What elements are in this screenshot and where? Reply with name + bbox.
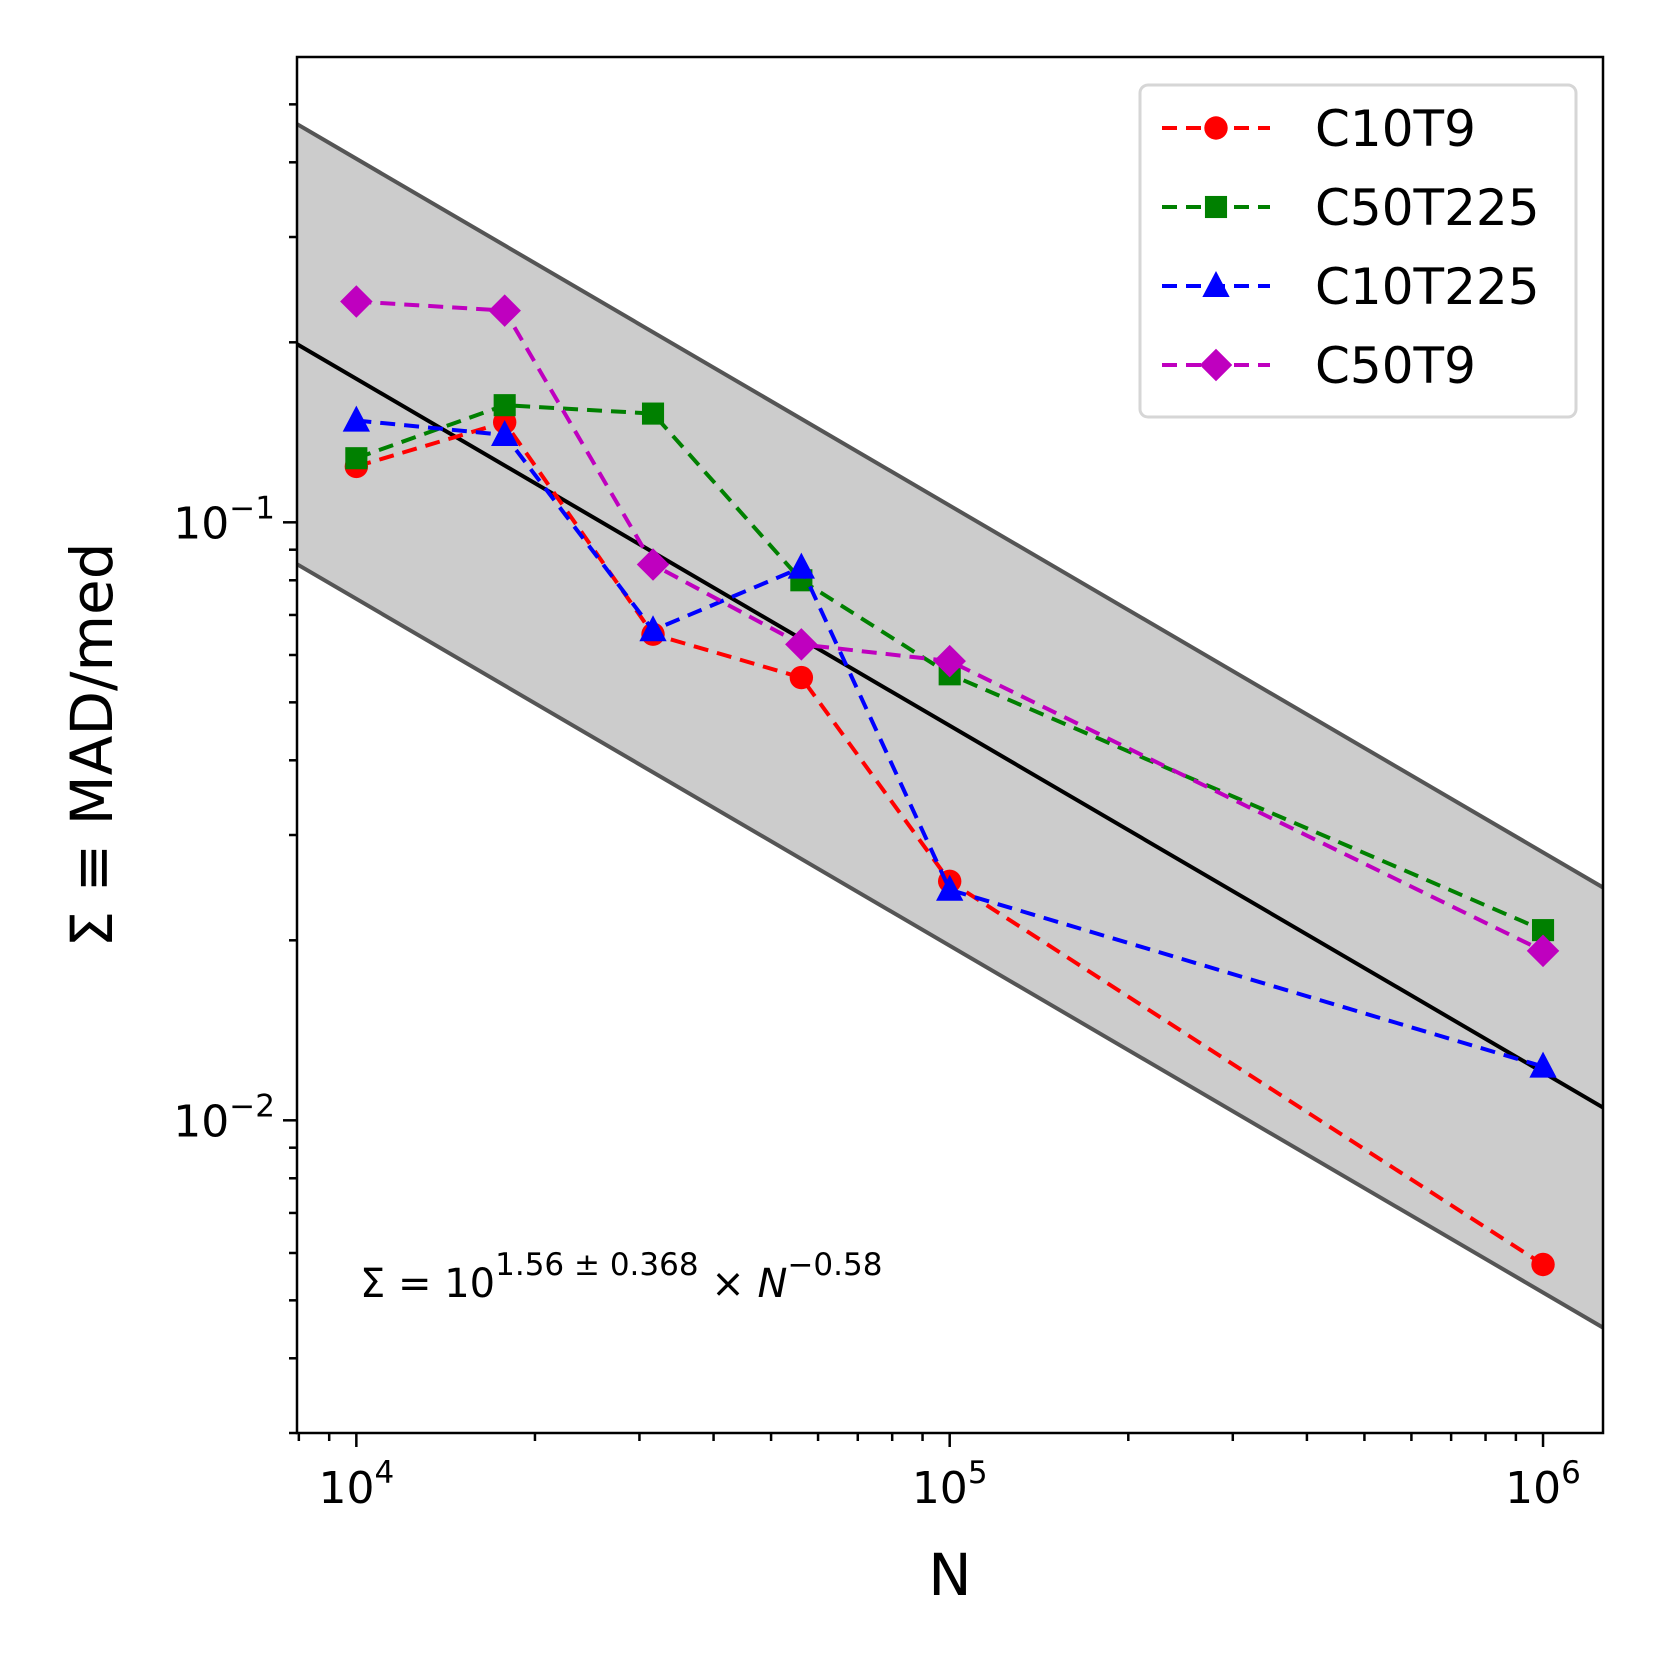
data-point bbox=[1529, 1051, 1557, 1078]
annotation-superscript: 1.56 ± 0.368 bbox=[495, 1247, 698, 1283]
data-point bbox=[342, 405, 370, 432]
x-tick-label: 105 bbox=[912, 1455, 988, 1514]
legend-label: C10T225 bbox=[1315, 258, 1540, 316]
annotation-prefix: Σ = 10 bbox=[360, 1261, 495, 1307]
data-point bbox=[1531, 1252, 1555, 1277]
fit-band-upper-edge bbox=[297, 122, 1603, 890]
legend-label: C50T225 bbox=[1315, 179, 1540, 237]
data-point bbox=[488, 294, 521, 327]
legend-entry: C50T9 bbox=[1162, 337, 1476, 395]
series-line bbox=[356, 418, 1544, 1069]
annotation-times: × bbox=[699, 1261, 758, 1307]
legend-entry: C10T9 bbox=[1162, 100, 1476, 158]
y-tick-label: 10−2 bbox=[173, 1088, 275, 1147]
tick-base: 10 bbox=[173, 498, 229, 549]
legend-box bbox=[1138, 83, 1578, 419]
tick-exponent: 6 bbox=[1561, 1455, 1581, 1491]
series-layer bbox=[340, 285, 1560, 1277]
x-tick-label: 104 bbox=[318, 1455, 394, 1514]
tick-base: 10 bbox=[173, 1096, 229, 1147]
x-tick-label: 106 bbox=[1505, 1455, 1581, 1514]
data-point bbox=[641, 402, 665, 425]
annotation-variable: N bbox=[758, 1261, 788, 1307]
tick-exponent: 4 bbox=[374, 1455, 394, 1491]
fit-band-layer bbox=[297, 122, 1603, 1330]
series-line bbox=[355, 403, 1544, 932]
series-line bbox=[355, 419, 1545, 1267]
data-point bbox=[785, 628, 818, 661]
y-axis-label: Σ ≡ MAD/med bbox=[58, 542, 126, 947]
tick-exponent: 5 bbox=[968, 1455, 988, 1491]
data-point bbox=[933, 644, 966, 678]
legend-entry: C50T225 bbox=[1162, 179, 1540, 237]
y-tick-label: 10−1 bbox=[173, 490, 275, 549]
data-point bbox=[936, 874, 964, 901]
data-point bbox=[491, 419, 519, 446]
annotation-exponent: −0.58 bbox=[787, 1247, 882, 1283]
fit-band-lower-edge bbox=[297, 562, 1603, 1330]
fit-line bbox=[297, 342, 1603, 1110]
legend-label: C10T9 bbox=[1315, 100, 1476, 158]
tick-base: 10 bbox=[1505, 1463, 1561, 1514]
data-point bbox=[789, 665, 814, 690]
tick-exponent: −2 bbox=[229, 1088, 275, 1124]
legend: C10T9 C50T225 C10T225 C50T9 bbox=[1138, 83, 1578, 419]
tick-base: 10 bbox=[318, 1463, 374, 1514]
tick-exponent: −1 bbox=[229, 490, 275, 526]
series-C10T225 bbox=[342, 405, 1557, 1078]
fit-annotation: Σ = 101.56 ± 0.368 × N−0.58 bbox=[360, 1247, 882, 1307]
legend-entry: C10T225 bbox=[1162, 258, 1540, 316]
tick-base: 10 bbox=[912, 1463, 968, 1514]
data-point bbox=[493, 394, 516, 417]
data-point bbox=[787, 552, 816, 579]
legend-marker-icon bbox=[1199, 348, 1233, 382]
series-line bbox=[356, 299, 1544, 953]
data-point bbox=[340, 285, 373, 318]
legend-marker-icon bbox=[1202, 271, 1230, 298]
data-point bbox=[1531, 919, 1555, 942]
x-axis-label: N bbox=[928, 1541, 971, 1609]
legend-label: C50T9 bbox=[1315, 337, 1476, 395]
legend-marker-icon bbox=[1204, 195, 1228, 219]
data-point bbox=[636, 548, 670, 581]
series-C50T9 bbox=[340, 285, 1560, 968]
data-point bbox=[1526, 934, 1560, 968]
fit-group bbox=[297, 122, 1603, 1330]
data-point bbox=[639, 615, 667, 642]
legend-marker-icon bbox=[1204, 116, 1228, 140]
data-point bbox=[345, 447, 368, 470]
